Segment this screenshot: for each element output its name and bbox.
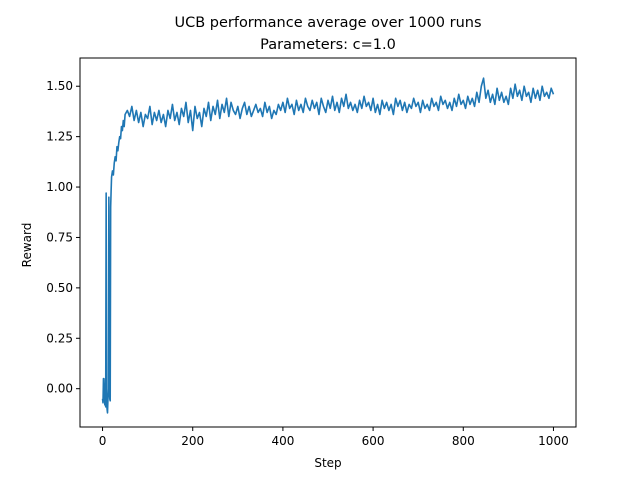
y-tick-label-4: 1.00	[46, 180, 73, 194]
x-tick-label-4: 800	[452, 434, 475, 448]
x-tick-label-0: 0	[99, 434, 107, 448]
x-tick-label-5: 1000	[538, 434, 569, 448]
x-tick-label-1: 200	[181, 434, 204, 448]
axes-frame	[79, 57, 577, 428]
y-tick-label-1: 0.25	[46, 331, 73, 345]
x-tick-label-3: 600	[362, 434, 385, 448]
x-tick-label-2: 400	[271, 434, 294, 448]
y-tick-label-3: 0.75	[46, 230, 73, 244]
plot-area: 0 200 400 600 800 1000 0.00 0.25 0.50 0.75 1.00 1.2…	[46, 57, 577, 448]
y-tick-label-6: 1.50	[46, 79, 73, 93]
series-line-0	[101, 77, 555, 414]
y-axis-label: Reward	[20, 223, 34, 268]
y-tick-label-5: 1.25	[46, 130, 73, 144]
x-axis-label: Step	[314, 456, 341, 470]
chart-subtitle: Parameters: c=1.0	[260, 37, 396, 53]
chart-title: UCB performance average over 1000 runs	[174, 15, 481, 31]
y-tick-label-0: 0.00	[46, 382, 73, 396]
y-tick-label-2: 0.50	[46, 281, 73, 295]
